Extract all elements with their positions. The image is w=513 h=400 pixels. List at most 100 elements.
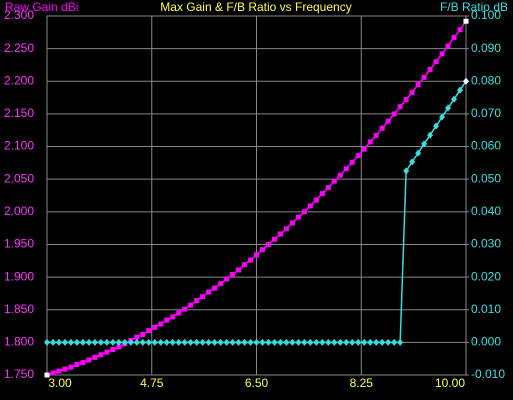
- point-marker: [409, 158, 416, 166]
- point-marker: [271, 236, 277, 242]
- point-marker: [463, 77, 469, 85]
- y-tick-label: 2.300: [4, 8, 34, 22]
- point-marker: [295, 338, 302, 346]
- point-marker: [110, 347, 116, 353]
- point-marker: [313, 338, 320, 346]
- point-marker: [193, 338, 200, 346]
- point-marker: [457, 86, 464, 94]
- point-marker: [217, 338, 224, 346]
- point-marker: [92, 354, 98, 360]
- y-tick-label: 2.050: [4, 171, 34, 185]
- point-marker: [253, 338, 260, 346]
- point-marker: [224, 276, 230, 282]
- point-marker: [391, 338, 398, 346]
- point-marker: [355, 338, 362, 346]
- point-marker: [415, 149, 422, 157]
- point-marker: [391, 111, 397, 117]
- point-marker: [379, 338, 386, 346]
- point-marker: [313, 197, 319, 203]
- point-marker: [277, 338, 284, 346]
- point-marker: [385, 118, 391, 124]
- point-marker: [337, 338, 344, 346]
- point-marker: [355, 153, 361, 159]
- y-tick-label: 2.250: [4, 41, 34, 55]
- y2-tick-label: -0.010: [471, 367, 505, 381]
- x-tick-label: 4.75: [140, 376, 164, 390]
- point-marker: [361, 146, 367, 152]
- point-marker: [188, 302, 194, 308]
- point-marker: [427, 67, 433, 73]
- point-marker: [74, 362, 80, 368]
- point-marker: [343, 166, 349, 172]
- point-marker: [169, 338, 176, 346]
- point-marker: [277, 231, 283, 237]
- point-marker: [205, 338, 212, 346]
- y2-axis-label: F/B Ratio dB: [440, 0, 508, 14]
- point-marker: [85, 338, 92, 346]
- y2-tick-label: 0.040: [471, 204, 501, 218]
- point-marker: [152, 324, 158, 330]
- point-marker: [79, 338, 86, 346]
- point-marker: [211, 338, 218, 346]
- point-marker: [265, 338, 272, 346]
- point-marker: [421, 74, 427, 80]
- x-tick-label: 6.50: [245, 376, 269, 390]
- point-marker: [331, 178, 337, 184]
- point-marker: [397, 104, 403, 110]
- y-axis-label: Raw Gain dBi: [5, 0, 78, 14]
- point-marker: [373, 132, 379, 138]
- point-marker: [56, 368, 62, 374]
- point-marker: [182, 306, 188, 312]
- point-marker: [248, 257, 254, 263]
- point-marker: [200, 294, 206, 300]
- point-marker: [206, 289, 212, 295]
- point-marker: [121, 338, 128, 346]
- point-marker: [157, 338, 164, 346]
- x-tick-label: 3.00: [48, 376, 72, 390]
- point-marker: [187, 338, 194, 346]
- point-marker: [50, 370, 56, 376]
- point-marker: [295, 214, 301, 220]
- point-marker: [242, 262, 248, 268]
- point-marker: [140, 332, 146, 338]
- point-marker: [259, 247, 265, 253]
- point-marker: [373, 338, 380, 346]
- y2-tick-label: 0.050: [471, 171, 501, 185]
- y-tick-label: 1.800: [4, 335, 34, 349]
- point-marker: [104, 349, 110, 355]
- point-marker: [116, 344, 122, 350]
- point-marker: [86, 357, 92, 363]
- point-marker: [98, 352, 104, 358]
- y-tick-label: 1.900: [4, 269, 34, 283]
- point-marker: [415, 82, 421, 88]
- y-tick-label: 1.950: [4, 237, 34, 251]
- point-marker: [176, 310, 182, 316]
- y2-tick-label: 0.060: [471, 139, 501, 153]
- y-tick-label: 1.850: [4, 302, 34, 316]
- point-marker: [139, 338, 146, 346]
- point-marker: [325, 185, 331, 191]
- point-marker: [115, 338, 122, 346]
- point-marker: [289, 338, 296, 346]
- point-marker: [241, 338, 248, 346]
- y-tick-label: 1.750: [4, 367, 34, 381]
- point-marker: [439, 51, 445, 57]
- y-tick-label: 2.100: [4, 139, 34, 153]
- point-marker: [158, 321, 164, 327]
- point-marker: [283, 338, 290, 346]
- point-marker: [194, 298, 200, 304]
- point-marker: [403, 97, 409, 103]
- point-marker: [134, 334, 140, 340]
- point-marker: [133, 338, 140, 346]
- point-marker: [403, 167, 410, 175]
- y2-tick-label: 0.030: [471, 237, 501, 251]
- point-marker: [301, 209, 307, 215]
- point-marker: [199, 338, 206, 346]
- y2-tick-label: 0.010: [471, 302, 501, 316]
- y-tick-label: 2.000: [4, 204, 34, 218]
- point-marker: [181, 338, 188, 346]
- point-marker: [247, 338, 254, 346]
- point-marker: [44, 372, 50, 378]
- point-marker: [397, 338, 404, 346]
